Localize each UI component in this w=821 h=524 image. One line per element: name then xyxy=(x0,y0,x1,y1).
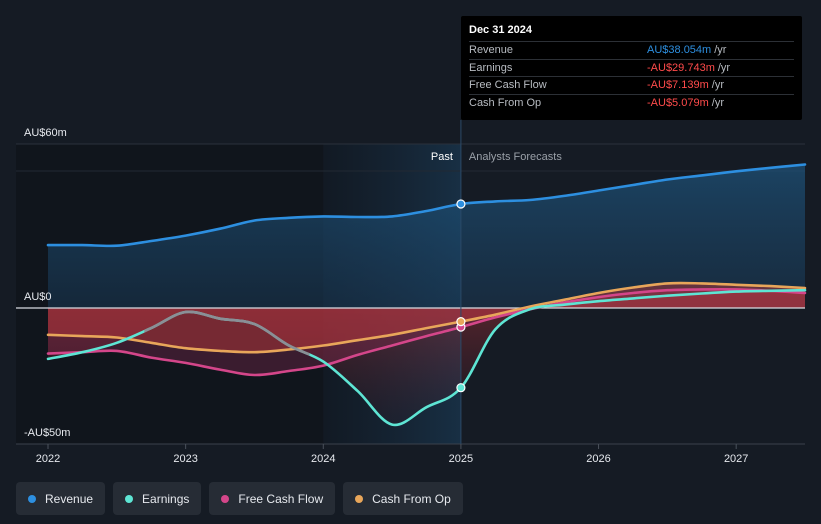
tooltip-row-label: Cash From Op xyxy=(469,96,542,109)
legend-dot-icon xyxy=(355,494,364,503)
legend-dot-icon xyxy=(125,494,134,503)
x-tick-label: 2026 xyxy=(586,453,610,465)
chart-legend: Revenue Earnings Free Cash Flow Cash Fro… xyxy=(16,482,463,515)
tooltip-row-unit: /yr xyxy=(717,61,731,74)
gridlines xyxy=(16,143,805,445)
revenue-marker xyxy=(456,199,466,209)
free-cash-flow-line xyxy=(46,287,807,377)
tooltip-row-cash-from-op: Cash From Op -AU$5.079m /yr xyxy=(469,93,794,112)
legend-label: Free Cash Flow xyxy=(238,491,324,506)
earnings-line-dimmed xyxy=(144,310,310,356)
x-tick-label: 2027 xyxy=(724,453,748,465)
tooltip-row-unit: /yr xyxy=(711,79,724,92)
legend-dot-icon xyxy=(28,494,36,503)
tooltip-row-label: Earnings xyxy=(469,61,513,74)
tooltip-row-value: -AU$5.079m xyxy=(647,96,709,109)
tooltip-row-value: -AU$29.743m xyxy=(647,61,715,74)
past-section-label: Past xyxy=(431,151,453,163)
earnings-area xyxy=(48,290,805,425)
tooltip-row-label: Revenue xyxy=(469,44,514,57)
x-tick-label: 2023 xyxy=(173,453,197,465)
tooltip-row-label: Free Cash Flow xyxy=(469,79,547,92)
y-axis-max-label: AU$60m xyxy=(24,127,67,139)
tooltip-row-value: -AU$7.139m xyxy=(647,79,709,92)
y-axis-min-label: -AU$50m xyxy=(24,427,70,439)
legend-item-revenue[interactable]: Revenue xyxy=(16,482,106,515)
legend-label: Cash From Op xyxy=(372,491,451,506)
earnings-marker xyxy=(456,383,466,393)
x-tick-label: 2022 xyxy=(36,453,60,465)
y-axis-zero-label: AU$0 xyxy=(24,291,52,303)
legend-label: Revenue xyxy=(45,491,94,506)
legend-label: Earnings xyxy=(142,491,190,506)
legend-item-cash-from-op[interactable]: Cash From Op xyxy=(343,482,463,515)
tooltip-row-unit: /yr xyxy=(714,44,727,57)
forecast-section-label: Analysts Forecasts xyxy=(469,151,562,163)
legend-item-free-cash-flow[interactable]: Free Cash Flow xyxy=(209,482,336,515)
tooltip-row-value: AU$38.054m xyxy=(647,44,712,57)
cash-from-op-line xyxy=(46,281,807,354)
series-lines xyxy=(46,163,807,427)
revenue-area xyxy=(48,164,805,308)
x-axis-ticks: 2022 2023 2024 2025 2026 2027 xyxy=(36,444,748,465)
x-tick-label: 2025 xyxy=(449,453,473,465)
tooltip-row-free-cash-flow: Free Cash Flow -AU$7.139m /yr xyxy=(469,76,794,94)
legend-dot-icon xyxy=(221,494,230,503)
tooltip-row-revenue: Revenue AU$38.054m /yr xyxy=(469,41,794,59)
revenue-line xyxy=(46,163,807,248)
data-tooltip: Dec 31 2024 Revenue AU$38.054m /yr Earni… xyxy=(461,16,802,120)
free-cash-flow-area xyxy=(48,289,805,376)
tooltip-row-unit: /yr xyxy=(711,96,724,109)
legend-item-earnings[interactable]: Earnings xyxy=(113,482,202,515)
tooltip-date: Dec 31 2024 xyxy=(469,24,532,36)
highlight-markers xyxy=(456,199,466,393)
x-tick-label: 2024 xyxy=(311,453,335,465)
cash-from-op-marker xyxy=(456,317,466,327)
tooltip-row-earnings: Earnings -AU$29.743m /yr xyxy=(469,58,794,77)
